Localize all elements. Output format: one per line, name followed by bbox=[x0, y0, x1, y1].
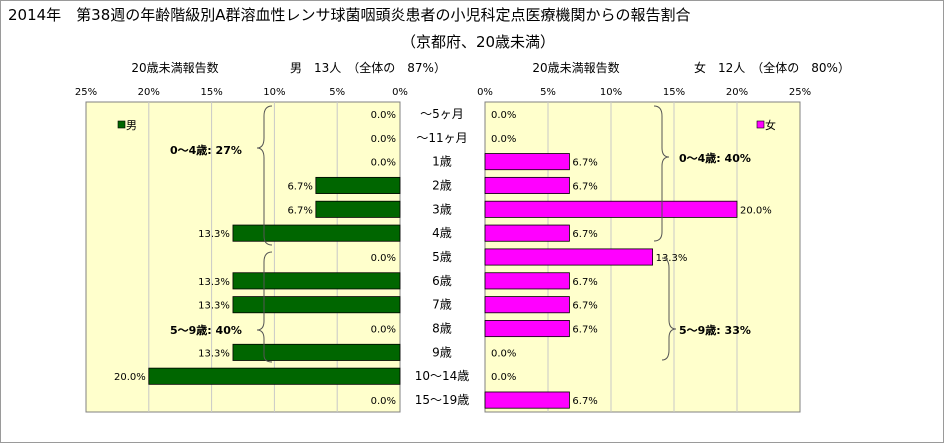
female-data-label: 0.0% bbox=[491, 110, 516, 121]
male-data-label: 0.0% bbox=[371, 110, 396, 121]
female-header-count-label: 20歳未満報告数 bbox=[532, 60, 619, 75]
male-legend-swatch bbox=[117, 120, 126, 129]
female-bar bbox=[484, 248, 653, 266]
female-bar bbox=[484, 391, 570, 409]
age-category-label: 6歳 bbox=[432, 274, 452, 288]
female-data-label: 6.7% bbox=[572, 277, 597, 288]
male-group-label-0-4: 0～4歳: 27% bbox=[170, 143, 242, 157]
bars bbox=[148, 153, 738, 409]
male-bar bbox=[315, 176, 401, 194]
age-category-label: 3歳 bbox=[432, 202, 452, 216]
female-bar bbox=[484, 224, 570, 242]
age-category-label: 2歳 bbox=[432, 178, 452, 192]
male-bar bbox=[232, 272, 401, 290]
male-data-label: 13.3% bbox=[198, 229, 230, 240]
male-bar bbox=[315, 200, 401, 218]
male-plot-area bbox=[85, 101, 401, 413]
male-data-label: 0.0% bbox=[371, 253, 396, 264]
age-category-label: 9歳 bbox=[432, 345, 452, 359]
male-header-total: 男 13人 （全体の 87%） bbox=[290, 60, 446, 75]
male-data-label: 0.0% bbox=[371, 158, 396, 169]
male-data-label: 6.7% bbox=[287, 181, 312, 192]
female-group-label-0-4: 0～4歳: 40% bbox=[679, 151, 751, 165]
male-tick-label: 20% bbox=[138, 87, 160, 98]
female-header-total: 女 12人 （全体の 80%） bbox=[694, 60, 850, 75]
female-tick-label: 5% bbox=[540, 87, 556, 98]
female-data-label: 6.7% bbox=[572, 158, 597, 169]
male-data-label: 0.0% bbox=[371, 325, 396, 336]
data-labels: 0.0% 0.0% 0.0% 0.0% 0.0% 6.7% 6.7% 6.7% 6.7% 20.0… bbox=[114, 110, 772, 407]
female-data-label: 0.0% bbox=[491, 134, 516, 145]
female-bar bbox=[484, 320, 570, 338]
male-data-label: 13.3% bbox=[198, 348, 230, 359]
female-bar bbox=[484, 153, 570, 171]
female-data-label: 6.7% bbox=[572, 325, 597, 336]
male-data-label: 0.0% bbox=[371, 134, 396, 145]
chart-subtitle: （京都府、20歳未満） bbox=[401, 33, 555, 51]
male-group-label-5-9: 5～9歳: 40% bbox=[170, 323, 242, 337]
male-bar bbox=[148, 367, 401, 385]
age-category-label: 10～14歳 bbox=[415, 369, 470, 383]
age-category-label: 8歳 bbox=[432, 322, 452, 336]
female-tick-label: 10% bbox=[600, 87, 622, 98]
female-bracket-0-4 bbox=[653, 105, 670, 242]
female-legend-label: 女 bbox=[765, 118, 776, 132]
female-data-label: 6.7% bbox=[572, 181, 597, 192]
female-bar bbox=[484, 296, 570, 314]
age-categories: ～5ヶ月 ～11ヶ月 1歳 2歳 3歳 4歳 5歳 6歳 7歳 8歳 9歳 10～14歳 15～19歳 bbox=[415, 107, 470, 407]
age-category-label: 1歳 bbox=[432, 155, 452, 169]
female-bracket-5-9 bbox=[661, 257, 677, 361]
male-tick-label: 10% bbox=[263, 87, 285, 98]
age-category-label: 7歳 bbox=[432, 298, 452, 312]
male-bar bbox=[232, 343, 401, 361]
chart-title: 2014年 第38週の年齢階級別A群溶血性レンサ球菌咽頭炎患者の小児科定点医療機… bbox=[8, 6, 691, 24]
female-data-label: 0.0% bbox=[491, 348, 516, 359]
axis-ticks: 25% 20% 15% 10% 5% 0% 0% 5% 10% 15% 20% 25% bbox=[75, 87, 811, 98]
female-data-label: 6.7% bbox=[572, 396, 597, 407]
age-category-label: ～5ヶ月 bbox=[420, 107, 464, 121]
male-bar bbox=[232, 224, 401, 242]
age-category-label: 5歳 bbox=[432, 250, 452, 264]
female-data-label: 0.0% bbox=[491, 372, 516, 383]
female-data-label: 13.3% bbox=[656, 253, 688, 264]
male-tick-label: 15% bbox=[200, 87, 222, 98]
female-tick-label: 20% bbox=[726, 87, 748, 98]
female-bar bbox=[484, 272, 570, 290]
male-data-label: 13.3% bbox=[198, 301, 230, 312]
male-bracket-0-4 bbox=[256, 105, 273, 246]
female-tick-label: 25% bbox=[789, 87, 811, 98]
male-legend-label: 男 bbox=[126, 119, 137, 132]
male-data-label: 6.7% bbox=[287, 205, 312, 216]
female-group-label-5-9: 5～9歳: 33% bbox=[679, 323, 751, 337]
age-category-label: 15～19歳 bbox=[415, 393, 470, 407]
male-tick-label: 25% bbox=[75, 87, 97, 98]
male-bar bbox=[232, 296, 401, 314]
female-data-label: 6.7% bbox=[572, 229, 597, 240]
female-tick-label: 0% bbox=[477, 87, 493, 98]
female-data-label: 6.7% bbox=[572, 301, 597, 312]
age-category-label: ～11ヶ月 bbox=[416, 131, 467, 145]
male-data-label: 0.0% bbox=[371, 396, 396, 407]
male-bracket-5-9 bbox=[256, 251, 273, 363]
female-tick-label: 15% bbox=[663, 87, 685, 98]
female-bar bbox=[484, 200, 738, 218]
male-data-label: 13.3% bbox=[198, 277, 230, 288]
male-tick-label: 5% bbox=[329, 87, 345, 98]
male-header-count-label: 20歳未満報告数 bbox=[131, 60, 218, 75]
female-bar bbox=[484, 176, 570, 194]
female-legend-swatch bbox=[756, 120, 765, 129]
male-tick-label: 0% bbox=[392, 87, 408, 98]
male-data-label: 20.0% bbox=[114, 372, 146, 383]
female-data-label: 20.0% bbox=[740, 205, 772, 216]
age-category-label: 4歳 bbox=[432, 226, 452, 240]
